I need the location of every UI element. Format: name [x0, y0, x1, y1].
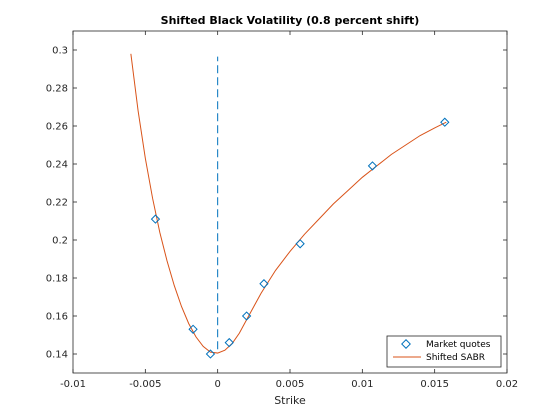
y-tick-label: 0.22 — [46, 198, 68, 209]
market-quote-point — [440, 117, 450, 127]
x-axis-label: Strike — [274, 394, 306, 407]
y-tick-label: 0.3 — [52, 46, 68, 57]
market-quote-point — [367, 161, 378, 171]
legend-label-shifted-sabr: Shifted SABR — [426, 353, 485, 363]
market-quote-point — [205, 349, 216, 359]
legend-label-market-quotes: Market quotes — [426, 340, 491, 350]
y-tick-label: 0.28 — [46, 84, 68, 95]
x-tick-label: -0.01 — [60, 379, 86, 390]
market-quote-point — [241, 311, 252, 321]
chart-title: Shifted Black Volatility (0.8 percent sh… — [161, 14, 420, 27]
y-tick-label: 0.16 — [46, 312, 68, 323]
market-quote-point — [224, 337, 234, 348]
legend-box — [386, 335, 502, 368]
market-quote-point — [259, 279, 269, 289]
market-quote-point — [150, 214, 161, 224]
market-quote-markers — [150, 117, 450, 359]
x-tick-label: 0.02 — [496, 379, 518, 390]
x-tick-label: 0.005 — [276, 379, 305, 390]
axis-ticks: -0.01 -0.005 0 0.005 0.01 0.015 0.02 0.14 0.16 0.… — [46, 31, 518, 390]
x-tick-label: 0.01 — [351, 379, 373, 390]
market-quote-point — [295, 239, 305, 249]
legend-marker-market-quotes — [401, 339, 411, 349]
y-tick-label: 0.2 — [52, 236, 68, 247]
x-tick-label: -0.005 — [129, 379, 161, 390]
x-tick-label: 0 — [214, 379, 220, 390]
plot-area — [72, 30, 508, 374]
x-tick-label: 0.015 — [420, 379, 449, 390]
legend: Market quotes Shifted SABR — [386, 335, 502, 368]
y-tick-label: 0.24 — [46, 160, 68, 171]
y-tick-label: 0.18 — [46, 274, 68, 285]
y-tick-label: 0.14 — [46, 350, 68, 361]
y-tick-label: 0.26 — [46, 122, 68, 133]
market-quote-point — [188, 324, 198, 334]
